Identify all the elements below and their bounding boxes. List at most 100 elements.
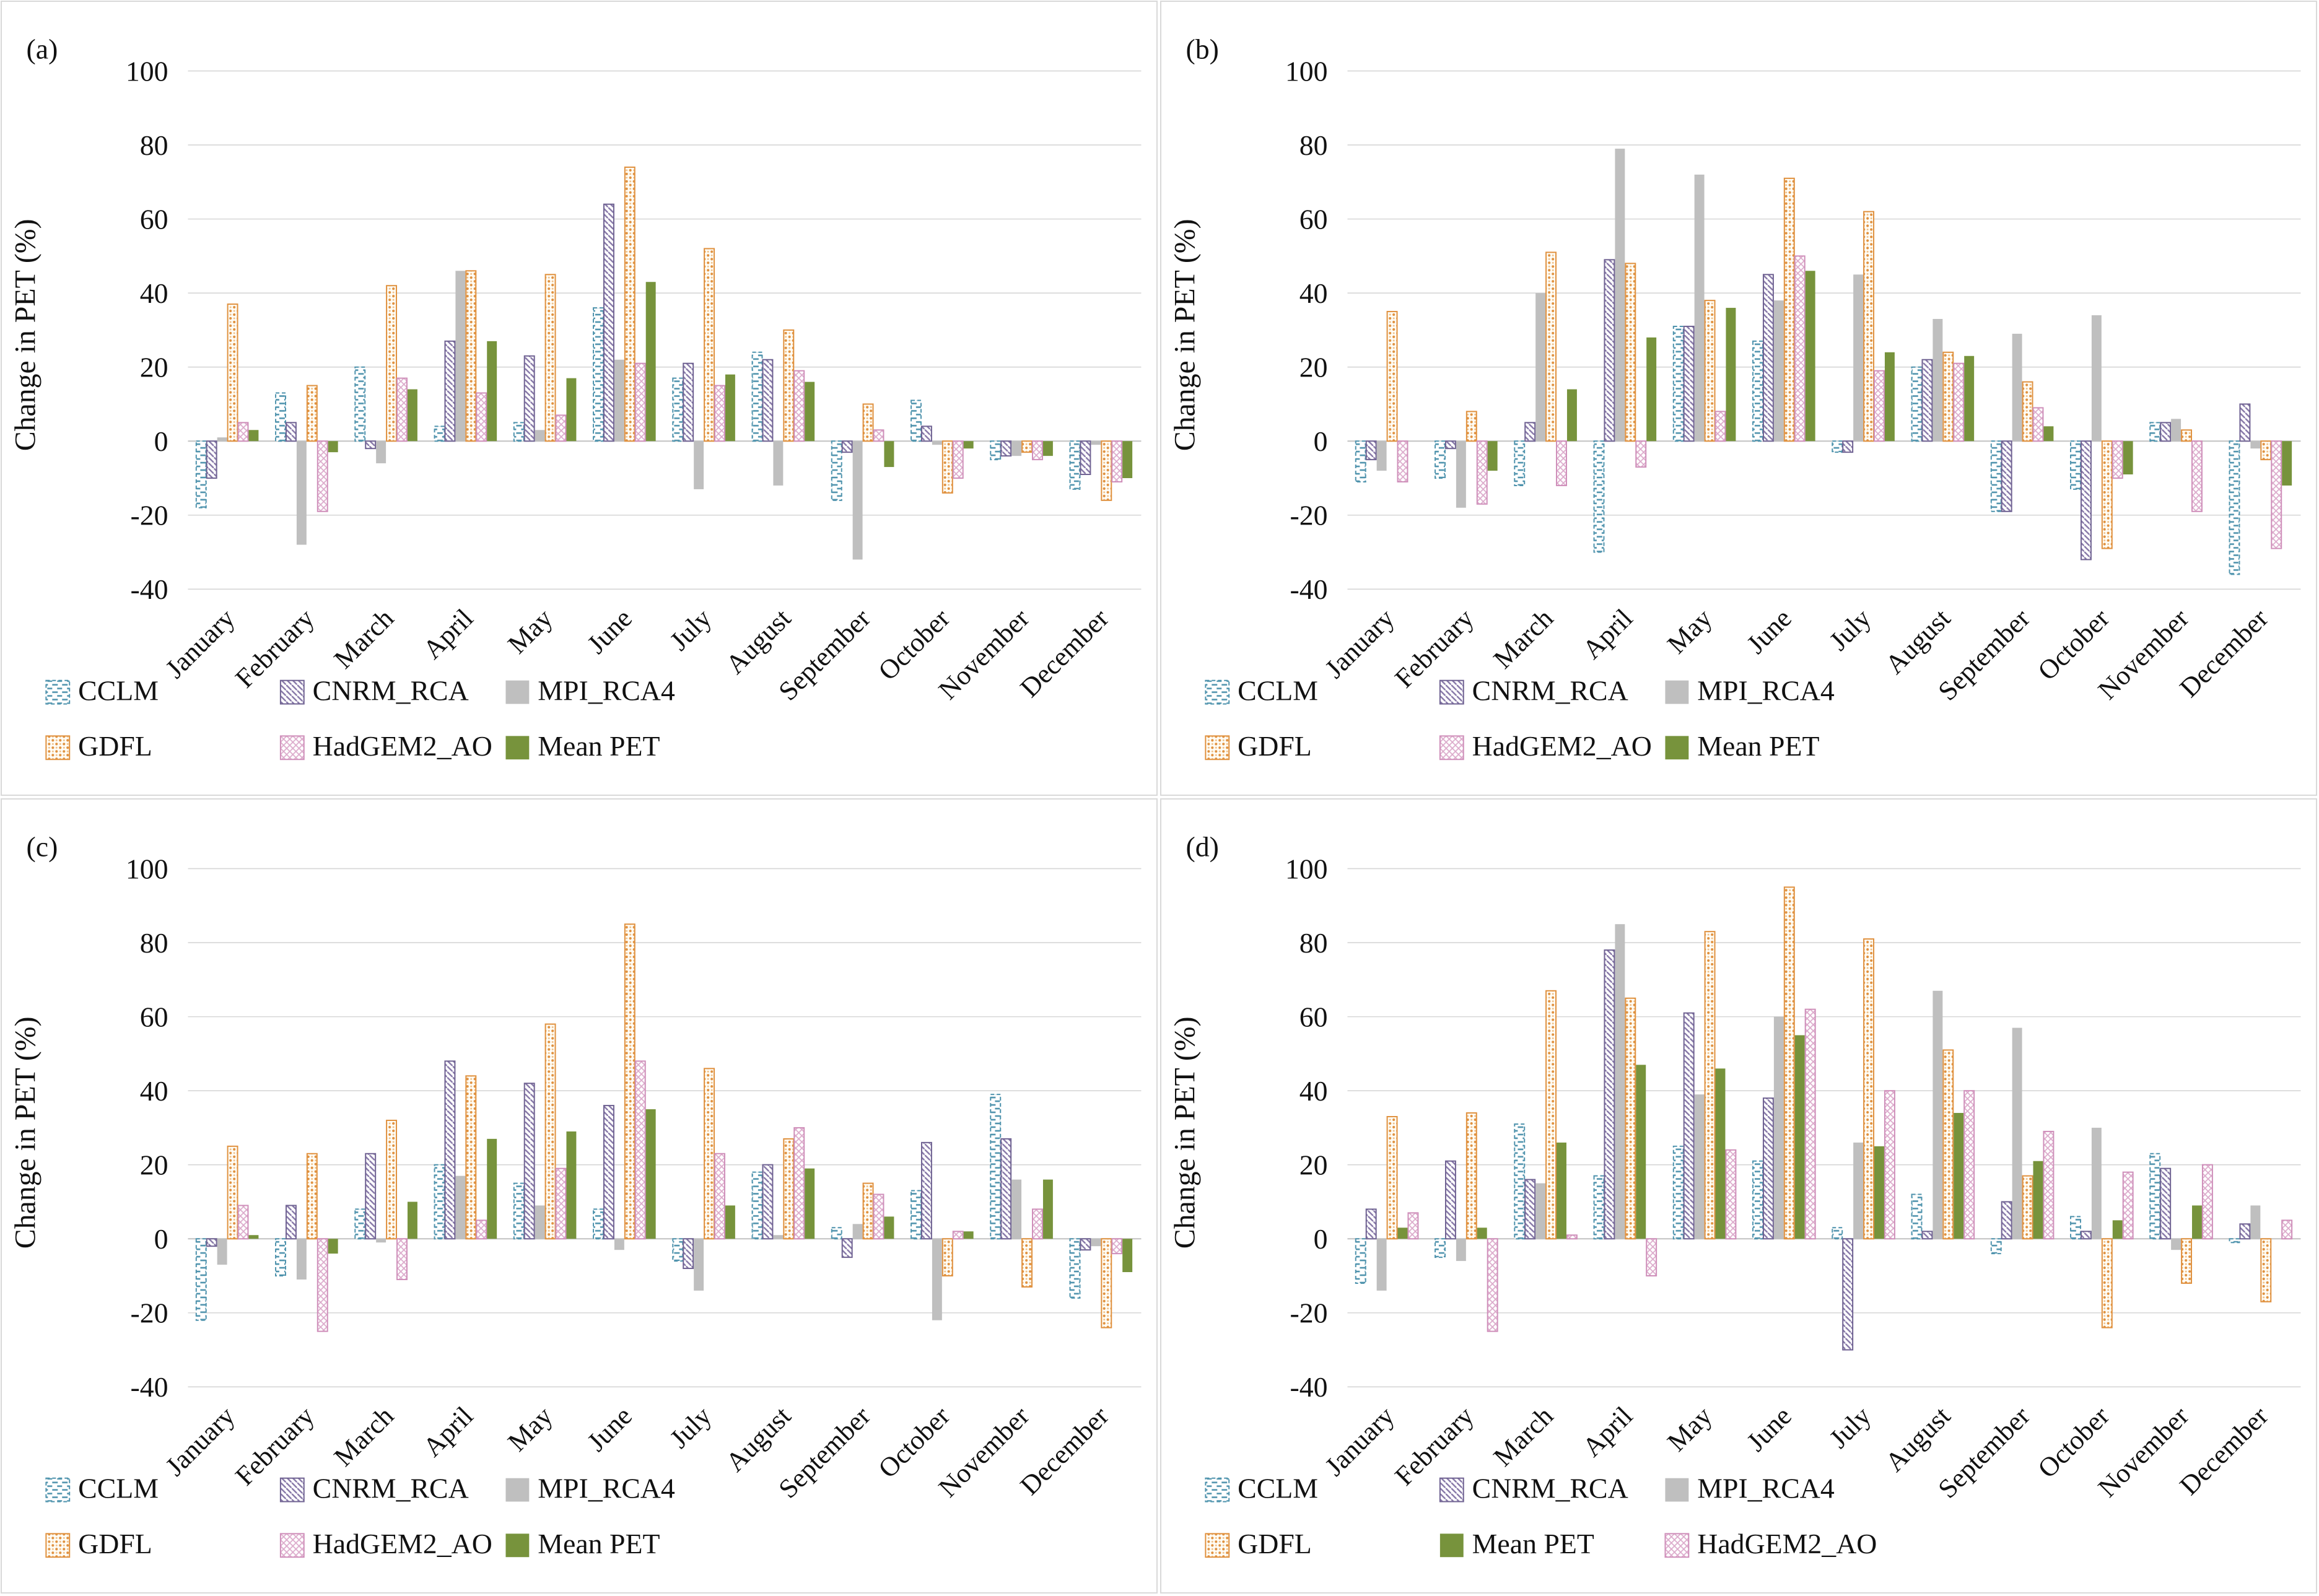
bar-mpi-rca4	[932, 441, 942, 445]
bar-cclm	[195, 1238, 207, 1321]
bar-mean-pet	[1726, 308, 1736, 442]
y-tick-label: -20	[131, 1297, 168, 1329]
bar-mean-pet	[963, 1231, 974, 1239]
bar-cclm	[1990, 1238, 2002, 1255]
month-label: April	[1577, 603, 1638, 665]
bar-mean-pet	[1487, 441, 1498, 471]
legend-label-mpi-rca4: MPI_RCA4	[1697, 675, 1835, 707]
bar-cnrm-rca	[365, 1153, 377, 1240]
bar-mpi-rca4	[1456, 441, 1466, 508]
bar-mean-pet	[1884, 352, 1895, 442]
bar-mean-pet	[805, 382, 815, 442]
bar-cclm	[1069, 440, 1081, 490]
legend-swatch-cnrm-rca	[279, 679, 305, 705]
bar-gdfl	[1783, 886, 1795, 1240]
bar-gdfl	[306, 1153, 318, 1240]
bar-mean-pet	[1964, 355, 1975, 442]
bar-mpi-rca4	[1694, 1094, 1705, 1239]
bar-hadgem2-ao	[2032, 407, 2044, 442]
bar-cclm	[1911, 1193, 1923, 1240]
month-label: February	[1389, 1401, 1480, 1491]
month-label: January	[1319, 603, 1400, 684]
month-label: July	[665, 603, 718, 656]
bar-cclm	[434, 425, 445, 442]
bar-cclm	[1435, 1238, 1446, 1258]
bar-hadgem2-ao	[2271, 440, 2282, 549]
bar-chart-a: 100 80 60 40 20 0 -20 -40 (a) Change in PET (%) Ja…	[9, 33, 1142, 762]
legend-swatch-cnrm-rca	[1439, 679, 1464, 705]
bar-cclm	[990, 1094, 1002, 1240]
panel-letter: (c)	[26, 831, 58, 863]
bar-cnrm-rca	[2239, 403, 2251, 442]
bar-mean-pet	[1397, 1228, 1408, 1239]
month-label: February	[1389, 603, 1480, 694]
legend-label-gdfl: GDFL	[78, 1528, 152, 1559]
legend-label-hadgem2-ao: HadGEM2_AO	[313, 730, 492, 762]
bar-mpi-rca4	[376, 441, 386, 464]
legend-swatch-mpi-rca4	[505, 680, 530, 704]
bar-mpi-rca4	[217, 437, 227, 442]
legend-label-gdfl: GDFL	[1238, 730, 1312, 762]
bar-gdfl	[783, 329, 795, 442]
legend-swatch-hadgem2-ao	[1439, 735, 1464, 761]
bar-mean-pet	[2123, 441, 2133, 475]
bar-mean-pet	[1874, 1146, 1884, 1239]
bar-cnrm-rca	[1000, 440, 1012, 457]
bar-gdfl	[1021, 440, 1033, 453]
month-label: March	[328, 1401, 400, 1472]
legend-swatch-hadgem2-ao	[279, 1533, 305, 1558]
month-label: June	[1741, 1401, 1797, 1457]
bar-mpi-rca4	[1535, 293, 1546, 442]
month-label: March	[328, 603, 400, 674]
bar-mpi-rca4	[2012, 1027, 2022, 1239]
y-tick-label: 80	[140, 129, 168, 161]
bar-cnrm-rca	[762, 359, 774, 442]
bar-cclm	[2229, 1238, 2240, 1244]
bar-cclm	[1514, 1123, 1526, 1240]
bar-mpi-rca4	[1615, 149, 1625, 442]
bar-hadgem2-ao	[555, 1167, 567, 1240]
bar-cclm	[2070, 1216, 2081, 1240]
bar-cclm	[1752, 1160, 1763, 1240]
panel-letter: (b)	[1186, 33, 1218, 65]
y-tick-label: 0	[1314, 1223, 1328, 1255]
month-label: March	[1488, 1401, 1559, 1472]
chart-panel-c: 100 80 60 40 20 0 -20 -40 (c) Change in PET (%) Ja…	[1, 798, 1158, 1594]
bar-mean-pet	[566, 378, 577, 442]
bar-hadgem2-ao	[237, 422, 249, 442]
bar-hadgem2-ao	[396, 1238, 408, 1280]
legend-label-mpi-rca4: MPI_RCA4	[538, 675, 675, 707]
bar-cnrm-rca	[1921, 1231, 1933, 1240]
bar-hadgem2-ao	[1407, 1212, 1419, 1240]
bar-hadgem2-ao	[952, 1231, 964, 1240]
month-label: June	[582, 603, 638, 660]
bar-gdfl	[227, 303, 238, 442]
bar-gdfl	[465, 1075, 477, 1240]
bar-cnrm-rca	[1080, 1238, 1091, 1251]
bar-gdfl	[465, 270, 477, 442]
bar-cnrm-rca	[206, 1238, 217, 1247]
bar-mean-pet	[1122, 441, 1133, 478]
bar-gdfl	[1704, 300, 1716, 442]
bar-mpi-rca4	[296, 441, 307, 545]
bar-mean-pet	[805, 1168, 815, 1239]
bar-hadgem2-ao	[1487, 1238, 1498, 1332]
bar-cnrm-rca	[523, 1083, 535, 1240]
legend-label-gdfl: GDFL	[1238, 1528, 1312, 1559]
bar-mpi-rca4	[2250, 441, 2261, 449]
bar-mpi-rca4	[1011, 441, 1022, 456]
bar-cclm	[1069, 1238, 1081, 1299]
bar-cclm	[1355, 440, 1366, 482]
month-label: May	[502, 603, 559, 660]
bar-mean-pet	[2033, 1161, 2043, 1239]
bar-cnrm-rca	[1683, 325, 1695, 442]
bar-hadgem2-ao	[1032, 440, 1043, 461]
bar-gdfl	[1863, 938, 1875, 1240]
bar-cnrm-rca	[683, 362, 694, 442]
bar-gdfl	[2181, 1238, 2193, 1284]
bar-mpi-rca4	[1932, 990, 1943, 1239]
bar-gdfl	[386, 285, 398, 442]
y-tick-label: 0	[1314, 425, 1328, 457]
panel-letter: (a)	[26, 33, 58, 65]
month-label: July	[665, 1401, 718, 1454]
